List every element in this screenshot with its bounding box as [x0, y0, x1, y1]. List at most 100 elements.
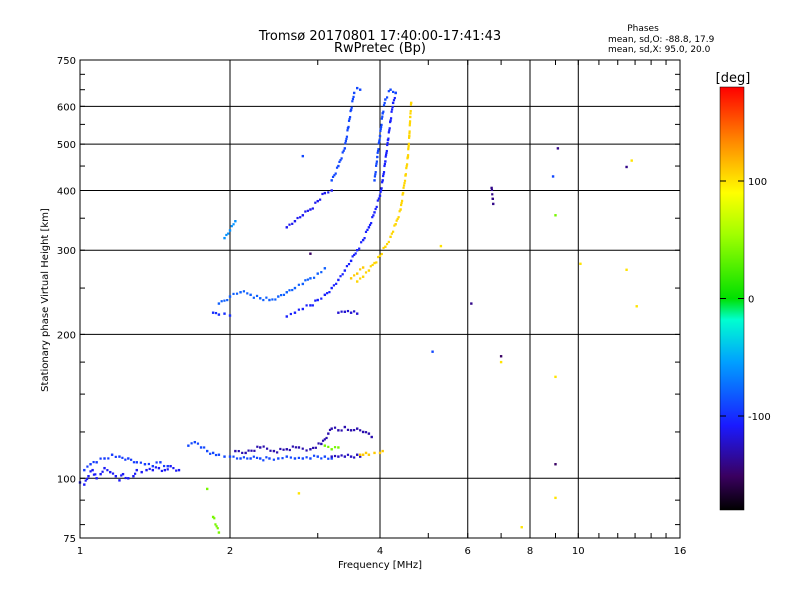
- data-point: [214, 453, 218, 457]
- data-point: [384, 153, 388, 156]
- data-point: [470, 302, 473, 305]
- data-point: [101, 470, 104, 473]
- data-point: [439, 244, 443, 248]
- data-point: [366, 228, 369, 232]
- data-point: [382, 104, 386, 107]
- data-point: [387, 90, 390, 93]
- x-tick-label: 16: [674, 546, 687, 557]
- data-point: [316, 272, 319, 275]
- data-point: [376, 149, 380, 153]
- data-point: [232, 455, 235, 458]
- data-point: [95, 477, 98, 480]
- data-point: [285, 455, 288, 458]
- data-point: [139, 461, 142, 464]
- data-point: [349, 277, 353, 280]
- data-point: [387, 131, 390, 134]
- data-point: [87, 475, 90, 478]
- data-point: [331, 175, 335, 179]
- data-point: [359, 429, 362, 432]
- data-point: [213, 517, 216, 520]
- data-point: [408, 130, 411, 133]
- data-point: [355, 312, 359, 315]
- data-point: [177, 468, 181, 472]
- data-point: [262, 298, 265, 302]
- data-point: [306, 209, 309, 212]
- data-point: [111, 472, 115, 475]
- data-point: [262, 445, 265, 448]
- data-point: [491, 193, 494, 196]
- stats-line-o: mean, sd,O: -88.8, 17.9: [608, 35, 715, 45]
- data-point: [311, 304, 314, 307]
- data-point: [385, 96, 389, 99]
- y-ticks: 75 100 200 300 400 500 600 750: [57, 56, 680, 545]
- data-point: [223, 312, 226, 315]
- data-point: [309, 448, 312, 451]
- data-point: [285, 226, 288, 229]
- data-point: [409, 112, 412, 115]
- data-point: [193, 440, 197, 444]
- data-point: [353, 310, 356, 313]
- data-point: [392, 99, 396, 102]
- x-tick-label: 4: [377, 546, 383, 557]
- chart-subtitle: RwPretec (Bp): [334, 41, 426, 56]
- data-point: [401, 193, 404, 196]
- data-point: [130, 458, 133, 461]
- data-point: [103, 457, 106, 460]
- data-point: [378, 138, 381, 141]
- data-point: [347, 125, 350, 129]
- data-point: [355, 453, 359, 456]
- data-points: [78, 86, 638, 534]
- y-axis-label: Stationary phase Virtual Height [km]: [40, 208, 51, 392]
- data-point: [304, 210, 307, 213]
- data-point: [234, 449, 237, 453]
- data-point: [247, 449, 250, 452]
- data-point: [309, 252, 312, 255]
- data-point: [301, 307, 305, 311]
- data-point: [259, 457, 262, 460]
- data-point: [272, 458, 275, 461]
- data-point: [235, 457, 239, 460]
- data-point: [349, 455, 353, 458]
- data-point: [288, 289, 291, 292]
- data-point: [407, 146, 410, 149]
- data-point: [291, 288, 294, 292]
- data-point: [334, 172, 337, 175]
- data-point: [297, 446, 301, 449]
- data-point: [323, 438, 326, 441]
- data-point: [409, 101, 413, 105]
- data-point: [355, 427, 359, 430]
- data-point: [386, 142, 389, 145]
- data-point: [253, 449, 256, 452]
- data-point: [216, 527, 219, 530]
- data-point: [339, 159, 342, 162]
- data-point: [289, 456, 292, 459]
- data-point: [551, 175, 555, 178]
- data-point: [358, 455, 362, 458]
- data-point: [389, 88, 392, 91]
- data-point: [92, 460, 95, 464]
- data-point: [110, 453, 114, 456]
- data-point: [554, 463, 557, 466]
- data-point: [372, 214, 375, 217]
- data-point: [89, 463, 92, 466]
- data-point: [343, 455, 347, 458]
- data-point: [265, 296, 268, 299]
- data-point: [373, 211, 376, 214]
- data-point: [361, 453, 365, 456]
- data-point: [118, 479, 121, 482]
- data-point: [380, 123, 383, 126]
- data-point: [155, 461, 158, 464]
- colorbar-tick-label: 100: [748, 177, 767, 188]
- data-point: [220, 300, 223, 303]
- data-point: [382, 110, 385, 113]
- data-point: [389, 119, 392, 122]
- data-point: [379, 189, 383, 192]
- data-point: [381, 181, 384, 184]
- data-point: [360, 241, 363, 244]
- data-point: [353, 456, 356, 459]
- data-point: [145, 468, 148, 472]
- data-point: [305, 304, 308, 307]
- data-point: [349, 108, 353, 112]
- data-point: [325, 436, 328, 440]
- data-point: [396, 217, 399, 221]
